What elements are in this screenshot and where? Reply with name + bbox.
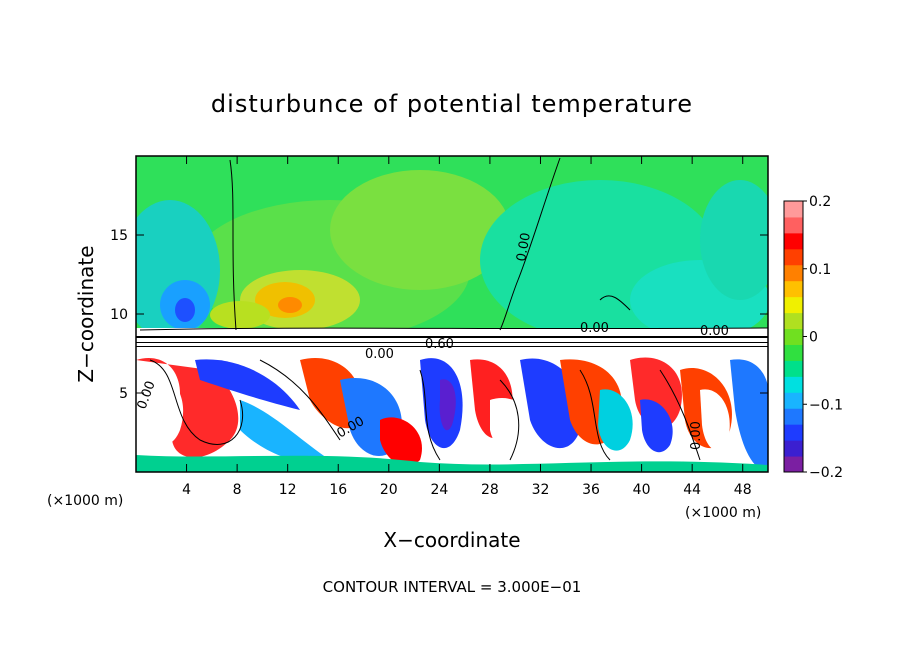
- colorbar-swatch: [784, 216, 803, 234]
- colorbar-swatch: [784, 328, 803, 345]
- colorbar-swatch: [784, 296, 803, 314]
- colorbar-tick-label: −0.2: [809, 465, 843, 481]
- x-tick-label: 20: [380, 482, 398, 498]
- contour-label: 0.00: [700, 324, 729, 339]
- x-tick-label: 28: [481, 482, 499, 498]
- x-axis-unit: (×1000 m): [47, 493, 123, 509]
- contour-label: 0.00: [365, 347, 394, 362]
- colorbar-tick-label: 0.1: [809, 262, 831, 278]
- x-tick-label: 32: [532, 482, 550, 498]
- x-axis-unit-right: (×1000 m): [685, 505, 761, 521]
- x-tick-label: 48: [734, 482, 752, 498]
- x-axis: 4 8 12 16 20 24 28 32 36 40 44 48: [182, 156, 752, 498]
- y-axis: 5 10 15: [110, 228, 768, 402]
- contour-label: 0.00: [514, 232, 534, 263]
- x-axis-label: X−coordinate: [383, 528, 520, 552]
- colorbar-tick-label: −0.1: [809, 397, 843, 413]
- colorbar-ticks: 0.2 0.1 0 −0.1 −0.2: [803, 194, 843, 481]
- y-axis-label: Z−coordinate: [74, 245, 98, 382]
- y-tick-label: 5: [119, 386, 128, 402]
- contour-label: 0.00: [580, 321, 609, 336]
- y-tick-label: 15: [110, 228, 128, 244]
- contour-label: 0.60: [425, 337, 454, 352]
- x-tick-label: 44: [683, 482, 701, 498]
- colorbar: [784, 201, 803, 473]
- colorbar-swatch: [784, 201, 803, 218]
- colorbar-tick-label: 0.2: [809, 194, 831, 210]
- colorbar-tick-label: 0: [809, 330, 818, 346]
- colorbar-swatch: [784, 408, 803, 425]
- x-tick-label: 12: [279, 482, 297, 498]
- contour-label: 0.00: [689, 421, 704, 450]
- colorbar-swatch: [784, 392, 803, 409]
- contour-lines: [139, 157, 769, 461]
- colorbar-swatch: [784, 280, 803, 298]
- colorbar-swatch: [784, 456, 803, 473]
- colorbar-swatch: [784, 424, 803, 441]
- colorbar-swatch: [784, 232, 803, 250]
- colorbar-swatch: [784, 264, 803, 282]
- colorbar-swatch: [784, 248, 803, 266]
- colorbar-swatch: [784, 312, 803, 330]
- y-tick-label: 10: [110, 307, 128, 323]
- colorbar-swatch: [784, 344, 803, 361]
- x-tick-label: 16: [329, 482, 347, 498]
- x-tick-label: 24: [430, 482, 448, 498]
- x-tick-label: 8: [233, 482, 242, 498]
- colorbar-swatch: [784, 440, 803, 457]
- colorbar-swatch: [784, 360, 803, 377]
- x-tick-label: 4: [182, 482, 191, 498]
- colorbar-swatch: [784, 376, 803, 393]
- x-tick-label: 40: [633, 482, 651, 498]
- contour-interval: CONTOUR INTERVAL = 3.000E−01: [323, 578, 582, 596]
- x-tick-label: 36: [582, 482, 600, 498]
- chart-title: disturbunce of potential temperature: [211, 90, 693, 118]
